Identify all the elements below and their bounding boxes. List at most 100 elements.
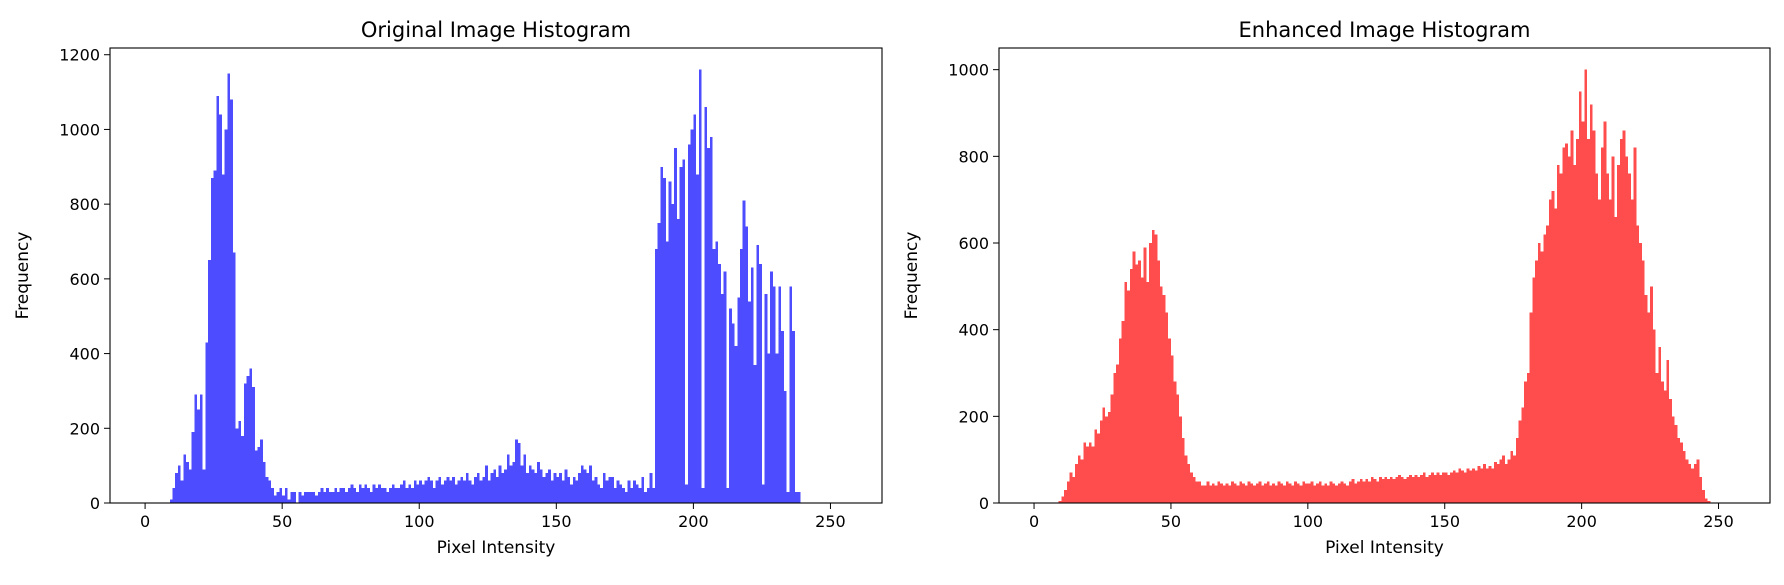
histogram-bar (660, 166, 664, 504)
histogram-bar (1266, 481, 1270, 503)
histogram-bar (1417, 477, 1421, 503)
histogram-bar (1491, 468, 1495, 503)
histogram-bar (446, 476, 450, 503)
histogram-bar (172, 488, 176, 503)
histogram-bar (709, 136, 713, 503)
histogram-bar (1455, 472, 1459, 503)
histogram-bar (210, 178, 214, 503)
x-tick-label: 200 (678, 512, 709, 531)
histogram-bar (613, 488, 617, 503)
histogram-bar (1159, 286, 1163, 503)
histogram-bar (177, 465, 181, 503)
histogram-bar (1447, 474, 1451, 503)
y-tick-label: 800 (69, 195, 100, 214)
histogram-bar (1288, 483, 1292, 503)
histogram-bar (600, 488, 603, 503)
histogram-bar (224, 129, 228, 504)
histogram-bar (1247, 481, 1251, 503)
histogram-bar (1066, 481, 1070, 503)
histogram-bar (1135, 264, 1139, 503)
histogram-bar (227, 73, 231, 504)
histogram-bar (550, 480, 554, 503)
histogram-bar (712, 248, 716, 503)
histogram-bar (1217, 481, 1221, 503)
histogram-bar (1546, 225, 1549, 503)
histogram-bar (1305, 483, 1308, 503)
histogram-bar (1340, 481, 1344, 503)
histogram-bar (1283, 485, 1286, 503)
histogram-bar (468, 480, 472, 503)
histogram-bar (1307, 483, 1311, 503)
histogram-bar (1083, 442, 1087, 503)
histogram-bar (1507, 459, 1511, 503)
histogram-bar (435, 480, 439, 503)
histogram-bar (326, 488, 329, 503)
histogram-bar (1291, 485, 1295, 503)
histogram-bar (1433, 474, 1437, 503)
histogram-bar (575, 480, 579, 503)
histogram-bar (1110, 394, 1114, 503)
histogram-bar (687, 144, 691, 503)
histogram-bar (1258, 481, 1262, 503)
histogram-bar (1294, 481, 1297, 503)
histogram-bar (1483, 464, 1486, 503)
histogram-bar (1116, 364, 1119, 503)
y-tick-label: 1200 (59, 46, 100, 65)
histogram-bar (400, 484, 403, 503)
histogram-bar (482, 476, 486, 503)
histogram-bar (1176, 394, 1180, 503)
histogram-bar (1431, 472, 1434, 503)
histogram-bar (1203, 485, 1207, 503)
histogram-bar (520, 465, 524, 503)
histogram-bar (1494, 461, 1497, 503)
histogram-bar (1154, 234, 1158, 504)
histogram-bar (772, 286, 776, 503)
histogram-bar (394, 488, 398, 503)
histogram-bar (432, 488, 436, 503)
histogram-bar (1132, 251, 1136, 503)
histogram-bar (542, 476, 546, 503)
histogram-bar (1075, 464, 1078, 503)
histogram-bar (219, 114, 222, 503)
histogram-bar (1510, 451, 1514, 503)
histogram-bar (1702, 490, 1705, 503)
histogram-bar (1149, 243, 1152, 503)
histogram-bar (175, 473, 178, 503)
histogram-bar (1458, 468, 1462, 503)
x-tick-label: 150 (1429, 512, 1460, 531)
histogram-bar (452, 476, 455, 503)
histogram-bar (671, 204, 675, 504)
histogram-bar (1187, 464, 1191, 503)
histogram-bar (1228, 485, 1232, 503)
histogram-bar (471, 484, 475, 503)
histogram-bar (644, 491, 647, 503)
x-tick-label: 200 (1566, 512, 1597, 531)
y-tick-label: 400 (958, 321, 989, 340)
histogram-bar (1214, 485, 1218, 503)
histogram-bar (1691, 468, 1694, 503)
histogram-bar (1321, 485, 1325, 503)
histogram-bar (1302, 481, 1306, 503)
histogram-bar (1387, 479, 1390, 503)
y-tick-label: 1000 (59, 120, 100, 139)
histogram-bar (657, 222, 661, 504)
histogram-bar (293, 491, 296, 503)
histogram-bar (1603, 121, 1607, 504)
histogram-bar (186, 461, 189, 503)
histogram-bar (1666, 360, 1670, 503)
histogram-bar (1129, 269, 1133, 503)
histogram-bar (1556, 165, 1560, 503)
histogram-bar (389, 488, 392, 503)
histogram-bar (665, 241, 669, 504)
histogram-bar (775, 353, 779, 503)
histogram-bar (509, 465, 513, 503)
histogram-bar (652, 488, 656, 503)
histogram-bar (1058, 500, 1062, 503)
histogram-bar (1102, 407, 1106, 503)
histogram-bar (1461, 470, 1464, 503)
histogram-bar (1592, 130, 1596, 504)
histogram-bar (1157, 260, 1160, 503)
histogram-bar (1658, 347, 1662, 503)
histogram-bar (1212, 483, 1215, 503)
